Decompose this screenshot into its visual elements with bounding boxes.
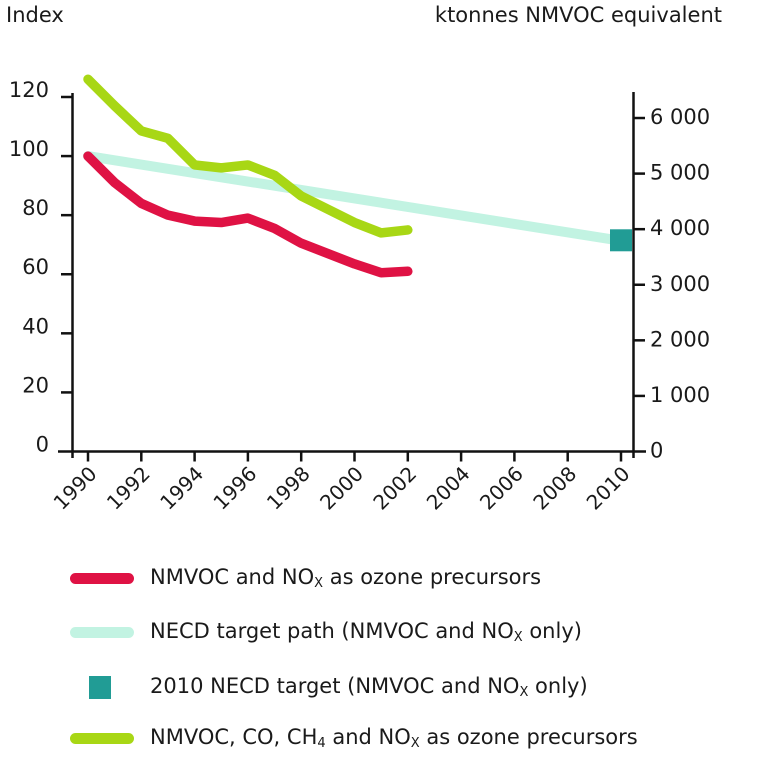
x-axis-year-label: 1996 [208, 462, 261, 515]
left-axis-tick-label: 100 [9, 137, 49, 161]
x-axis-year-label: 2000 [315, 462, 368, 515]
x-axis-year-label: 2004 [422, 462, 475, 515]
right-axis-tick-label: 6 000 [650, 105, 710, 129]
legend-swatch-2010-necd-target [89, 676, 111, 699]
left-axis-tick-label: 80 [22, 196, 49, 220]
legend-label-2010-necd-target: 2010 NECD target (NMVOC and NOX only) [150, 674, 588, 700]
right-axis-tick-label: 2 000 [650, 327, 710, 351]
legend-swatch-nmvoc-nox [70, 573, 134, 584]
chart-plot-area: 0 20 40 60 80 100 120 0 1 000 2 000 3 000 4 000 5 00… [9, 74, 710, 515]
x-axis-year-label: 2006 [475, 462, 528, 515]
right-axis-tick-label: 5 000 [650, 161, 710, 185]
left-axis-tick-label: 0 [36, 433, 49, 457]
left-axis-tick-label: 40 [22, 314, 49, 338]
x-axis-year-label: 2010 [582, 462, 635, 515]
x-axis-year-label: 1998 [262, 462, 315, 515]
legend-label-nmvoc-nox: NMVOC and NOX as ozone precursors [150, 565, 542, 591]
legend-swatch-nmvoc-co-ch4-nox [70, 733, 134, 744]
left-axis-tick-label: 60 [22, 255, 49, 279]
right-axis-tick-label: 0 [650, 439, 663, 463]
axes [58, 92, 646, 462]
x-axis-year-label: 1992 [102, 462, 155, 515]
legend-swatch-necd-target-path [70, 627, 134, 638]
necd-target-path-line [83, 151, 626, 246]
legend-item-necd-target-path: NECD target path (NMVOC and NOX only) [70, 619, 760, 645]
left-axis-tick-label: 120 [9, 78, 49, 102]
right-axis-tick-label: 3 000 [650, 272, 710, 296]
left-axis-tick-label: 20 [22, 373, 49, 397]
series-nmvoc-nox-line [83, 151, 413, 278]
axis-tick-labels: 0 20 40 60 80 100 120 0 1 000 2 000 3 000 4 000 5 00… [9, 78, 710, 515]
right-axis-tick-label: 1 000 [650, 383, 710, 407]
right-axis-tick-label: 4 000 [650, 216, 710, 240]
x-axis-year-label: 2008 [528, 462, 581, 515]
x-axis-year-label: 1990 [49, 462, 102, 515]
right-axis-title: ktonnes NMVOC equivalent [434, 3, 722, 27]
legend-item-nmvoc-co-ch4-nox: NMVOC, CO, CH4 and NOX as ozone precurso… [70, 725, 760, 751]
x-axis-year-label: 2002 [368, 462, 421, 515]
legend-item-nmvoc-nox: NMVOC and NOX as ozone precursors [70, 565, 760, 591]
x-axis-year-label: 1994 [155, 462, 208, 515]
left-axis-title: Index [6, 3, 64, 27]
2010-target-marker [610, 229, 632, 252]
series-all-precursors-line [83, 74, 413, 238]
legend-item-2010-necd-target: 2010 NECD target (NMVOC and NOX only) [70, 674, 760, 700]
legend-label-necd-target-path: NECD target path (NMVOC and NOX only) [150, 619, 582, 645]
legend-label-nmvoc-co-ch4-nox: NMVOC, CO, CH4 and NOX as ozone precurso… [150, 725, 638, 751]
